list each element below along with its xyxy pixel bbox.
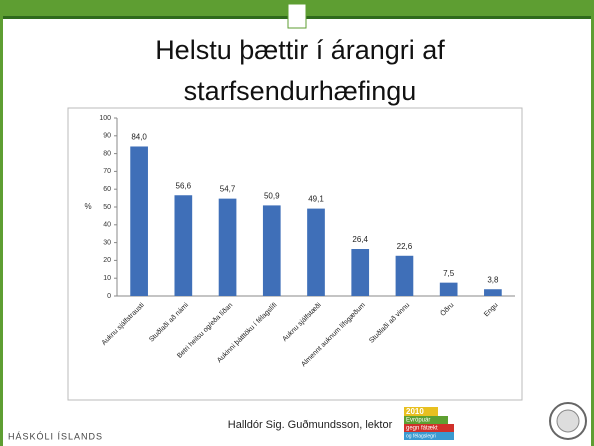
data-label: 7,5 <box>443 269 455 278</box>
right-border <box>591 0 594 446</box>
y-tick-label: 0 <box>107 293 111 300</box>
bar <box>130 146 148 296</box>
data-label: 54,7 <box>220 185 236 194</box>
bar <box>351 249 370 296</box>
y-tick-label: 30 <box>103 239 111 246</box>
author: Halldór Sig. Guðmundsson, lektor <box>228 419 393 431</box>
bar <box>439 282 458 296</box>
data-label: 26,4 <box>352 235 368 244</box>
bar <box>174 195 193 296</box>
y-tick-label: 20 <box>103 257 111 264</box>
bar <box>307 208 325 296</box>
y-tick-label: 40 <box>103 222 111 229</box>
data-label: 50,9 <box>264 192 280 201</box>
data-label: 56,6 <box>176 181 192 190</box>
university: HÁSKÓLI ÍSLANDS <box>8 431 103 441</box>
logo-band <box>404 407 438 416</box>
data-label: 3,8 <box>487 275 499 284</box>
y-tick-label: 100 <box>99 115 111 122</box>
logo-text: gegn fátækt <box>406 426 438 432</box>
bar <box>262 205 281 296</box>
seal <box>549 402 587 440</box>
title: Helstu þættir í árangri af <box>155 35 445 65</box>
data-label: 49,1 <box>308 195 324 204</box>
logo-band <box>404 432 454 440</box>
logo-band <box>404 424 454 432</box>
y-tick-label: 60 <box>103 186 111 193</box>
y-tick-label: 80 <box>103 150 111 157</box>
y-tick-label: 70 <box>103 168 111 175</box>
data-label: 22,6 <box>397 242 413 251</box>
logo-text: 2010 <box>406 407 424 416</box>
y-axis-label: % <box>84 202 91 211</box>
y-tick-label: 50 <box>103 204 111 211</box>
y-tick-label: 90 <box>103 133 111 140</box>
data-label: 84,0 <box>131 133 147 142</box>
y-tick-label: 10 <box>103 275 111 282</box>
logo: 2010 Evrópuár gegn fátækt og félagslegri <box>404 407 454 440</box>
left-border <box>0 0 3 446</box>
title: starfsendurhæfingu <box>184 76 417 106</box>
logo-text: Evrópuár <box>406 418 430 424</box>
bar <box>218 198 237 296</box>
logo-text: og félagslegri <box>406 433 436 439</box>
seal-center <box>556 409 580 433</box>
logo-band <box>404 416 448 424</box>
emblem <box>287 3 307 29</box>
bar <box>484 289 502 296</box>
bar <box>395 255 414 296</box>
